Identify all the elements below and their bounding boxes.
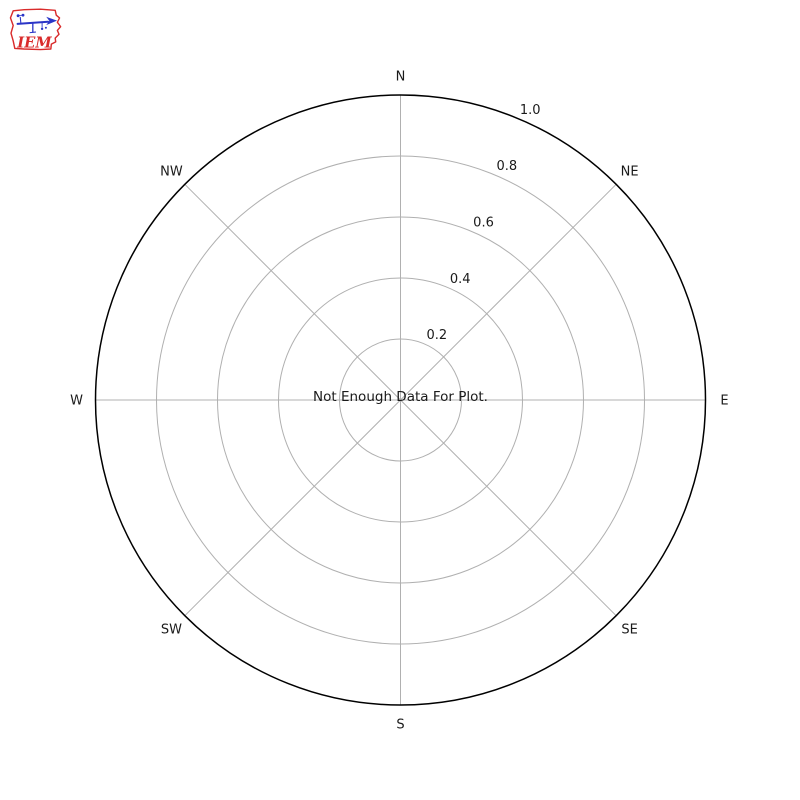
grid-circle xyxy=(217,216,584,584)
direction-label-e: E xyxy=(720,394,728,409)
grid-circle xyxy=(156,155,645,645)
radial-gridline-se xyxy=(400,399,617,617)
no-data-message: Not Enough Data For Plot. xyxy=(313,389,488,405)
radial-gridline-sw xyxy=(184,399,401,617)
radial-tick-label: 0.8 xyxy=(497,159,518,174)
direction-label-w: W xyxy=(70,394,83,409)
weather-station-sketch-icon xyxy=(16,13,58,34)
radial-tick-label: 1.0 xyxy=(520,103,541,118)
iowa-outline-icon xyxy=(9,8,62,51)
direction-label-ne: NE xyxy=(621,164,639,179)
radial-tick-label: 0.4 xyxy=(450,272,471,287)
outer-circle xyxy=(94,94,707,706)
radial-tick-label: 0.6 xyxy=(473,215,494,230)
grid-circle xyxy=(278,277,523,523)
radial-tick-label: 0.2 xyxy=(426,328,447,343)
direction-label-se: SE xyxy=(621,623,637,638)
radial-gridline-ne xyxy=(400,183,617,401)
direction-label-nw: NW xyxy=(160,164,183,179)
direction-label-sw: SW xyxy=(161,623,182,638)
iem-logo-text: IEM xyxy=(16,34,52,51)
direction-label-n: N xyxy=(396,70,406,85)
direction-label-s: S xyxy=(396,718,404,733)
grid-circle xyxy=(339,338,462,462)
iem-logo: IEM xyxy=(9,8,62,51)
radial-gridline-nw xyxy=(184,183,401,401)
